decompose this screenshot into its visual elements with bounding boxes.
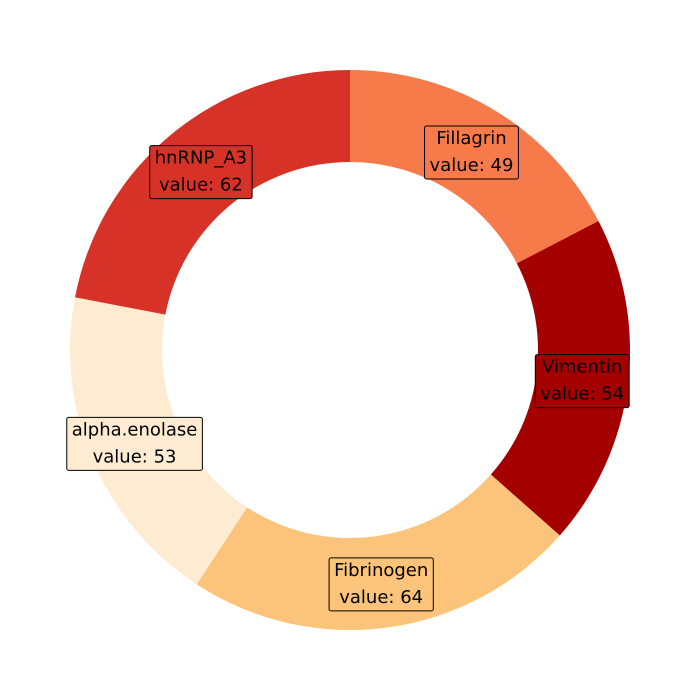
label-box (424, 125, 519, 180)
slice-name-text: Fibrinogen (334, 560, 428, 581)
slice-label-alpha-enolase: alpha.enolase value: 53 (66, 416, 203, 471)
slice-name-text: Vimentin (542, 357, 622, 378)
slice-name-text: Fillagrin (436, 128, 506, 149)
slice-label-fibrinogen: Fibrinogen value: 64 (328, 557, 434, 612)
label-box (149, 145, 253, 200)
slice-label-vimentin: Vimentin value: 54 (534, 354, 630, 409)
slice-fibrinogen (196, 474, 560, 631)
slice-value-text: value: 49 (430, 155, 514, 176)
label-box (534, 354, 630, 409)
slice-value-text: value: 64 (339, 587, 423, 608)
label-box (328, 557, 434, 612)
labels-layer: Fillagrin value: 49 Vimentin value: 54 Fibri… (66, 125, 630, 612)
label-box (66, 416, 203, 471)
slice-value-text: value: 54 (540, 384, 624, 405)
slice-value-text: value: 62 (159, 175, 243, 196)
slice-name-text: alpha.enolase (72, 419, 198, 440)
slice-label-hnrnp-a3: hnRNP_A3 value: 62 (149, 145, 253, 200)
slice-label-fillagrin: Fillagrin value: 49 (424, 125, 519, 180)
slice-value-text: value: 53 (93, 446, 177, 467)
slice-name-text: hnRNP_A3 (155, 148, 247, 169)
